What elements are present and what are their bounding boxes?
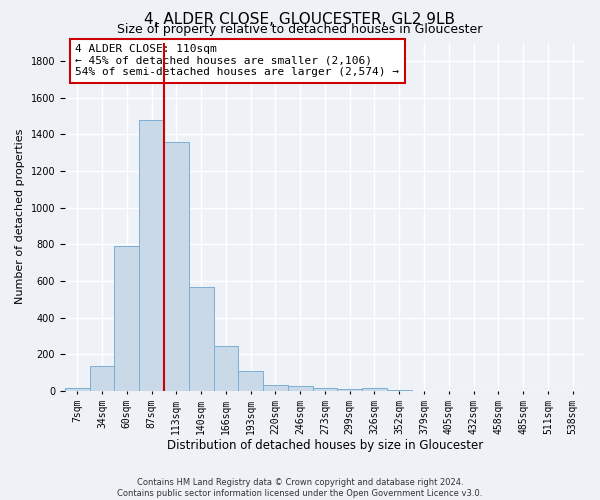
Bar — [115, 246, 139, 391]
Text: Contains HM Land Registry data © Crown copyright and database right 2024.
Contai: Contains HM Land Registry data © Crown c… — [118, 478, 482, 498]
Bar — [263, 384, 288, 391]
Bar — [214, 346, 238, 391]
Bar — [65, 388, 89, 391]
Bar — [337, 389, 362, 391]
Bar — [164, 142, 189, 391]
Y-axis label: Number of detached properties: Number of detached properties — [15, 129, 25, 304]
Text: Size of property relative to detached houses in Gloucester: Size of property relative to detached ho… — [118, 22, 482, 36]
Bar — [139, 120, 164, 391]
Bar — [189, 288, 214, 391]
Bar — [288, 386, 313, 391]
X-axis label: Distribution of detached houses by size in Gloucester: Distribution of detached houses by size … — [167, 440, 483, 452]
Bar — [362, 388, 387, 391]
Bar — [387, 390, 412, 391]
Bar — [313, 388, 337, 391]
Text: 4 ALDER CLOSE: 110sqm
← 45% of detached houses are smaller (2,106)
54% of semi-d: 4 ALDER CLOSE: 110sqm ← 45% of detached … — [76, 44, 400, 78]
Bar — [238, 371, 263, 391]
Bar — [89, 366, 115, 391]
Text: 4, ALDER CLOSE, GLOUCESTER, GL2 9LB: 4, ALDER CLOSE, GLOUCESTER, GL2 9LB — [145, 12, 455, 28]
